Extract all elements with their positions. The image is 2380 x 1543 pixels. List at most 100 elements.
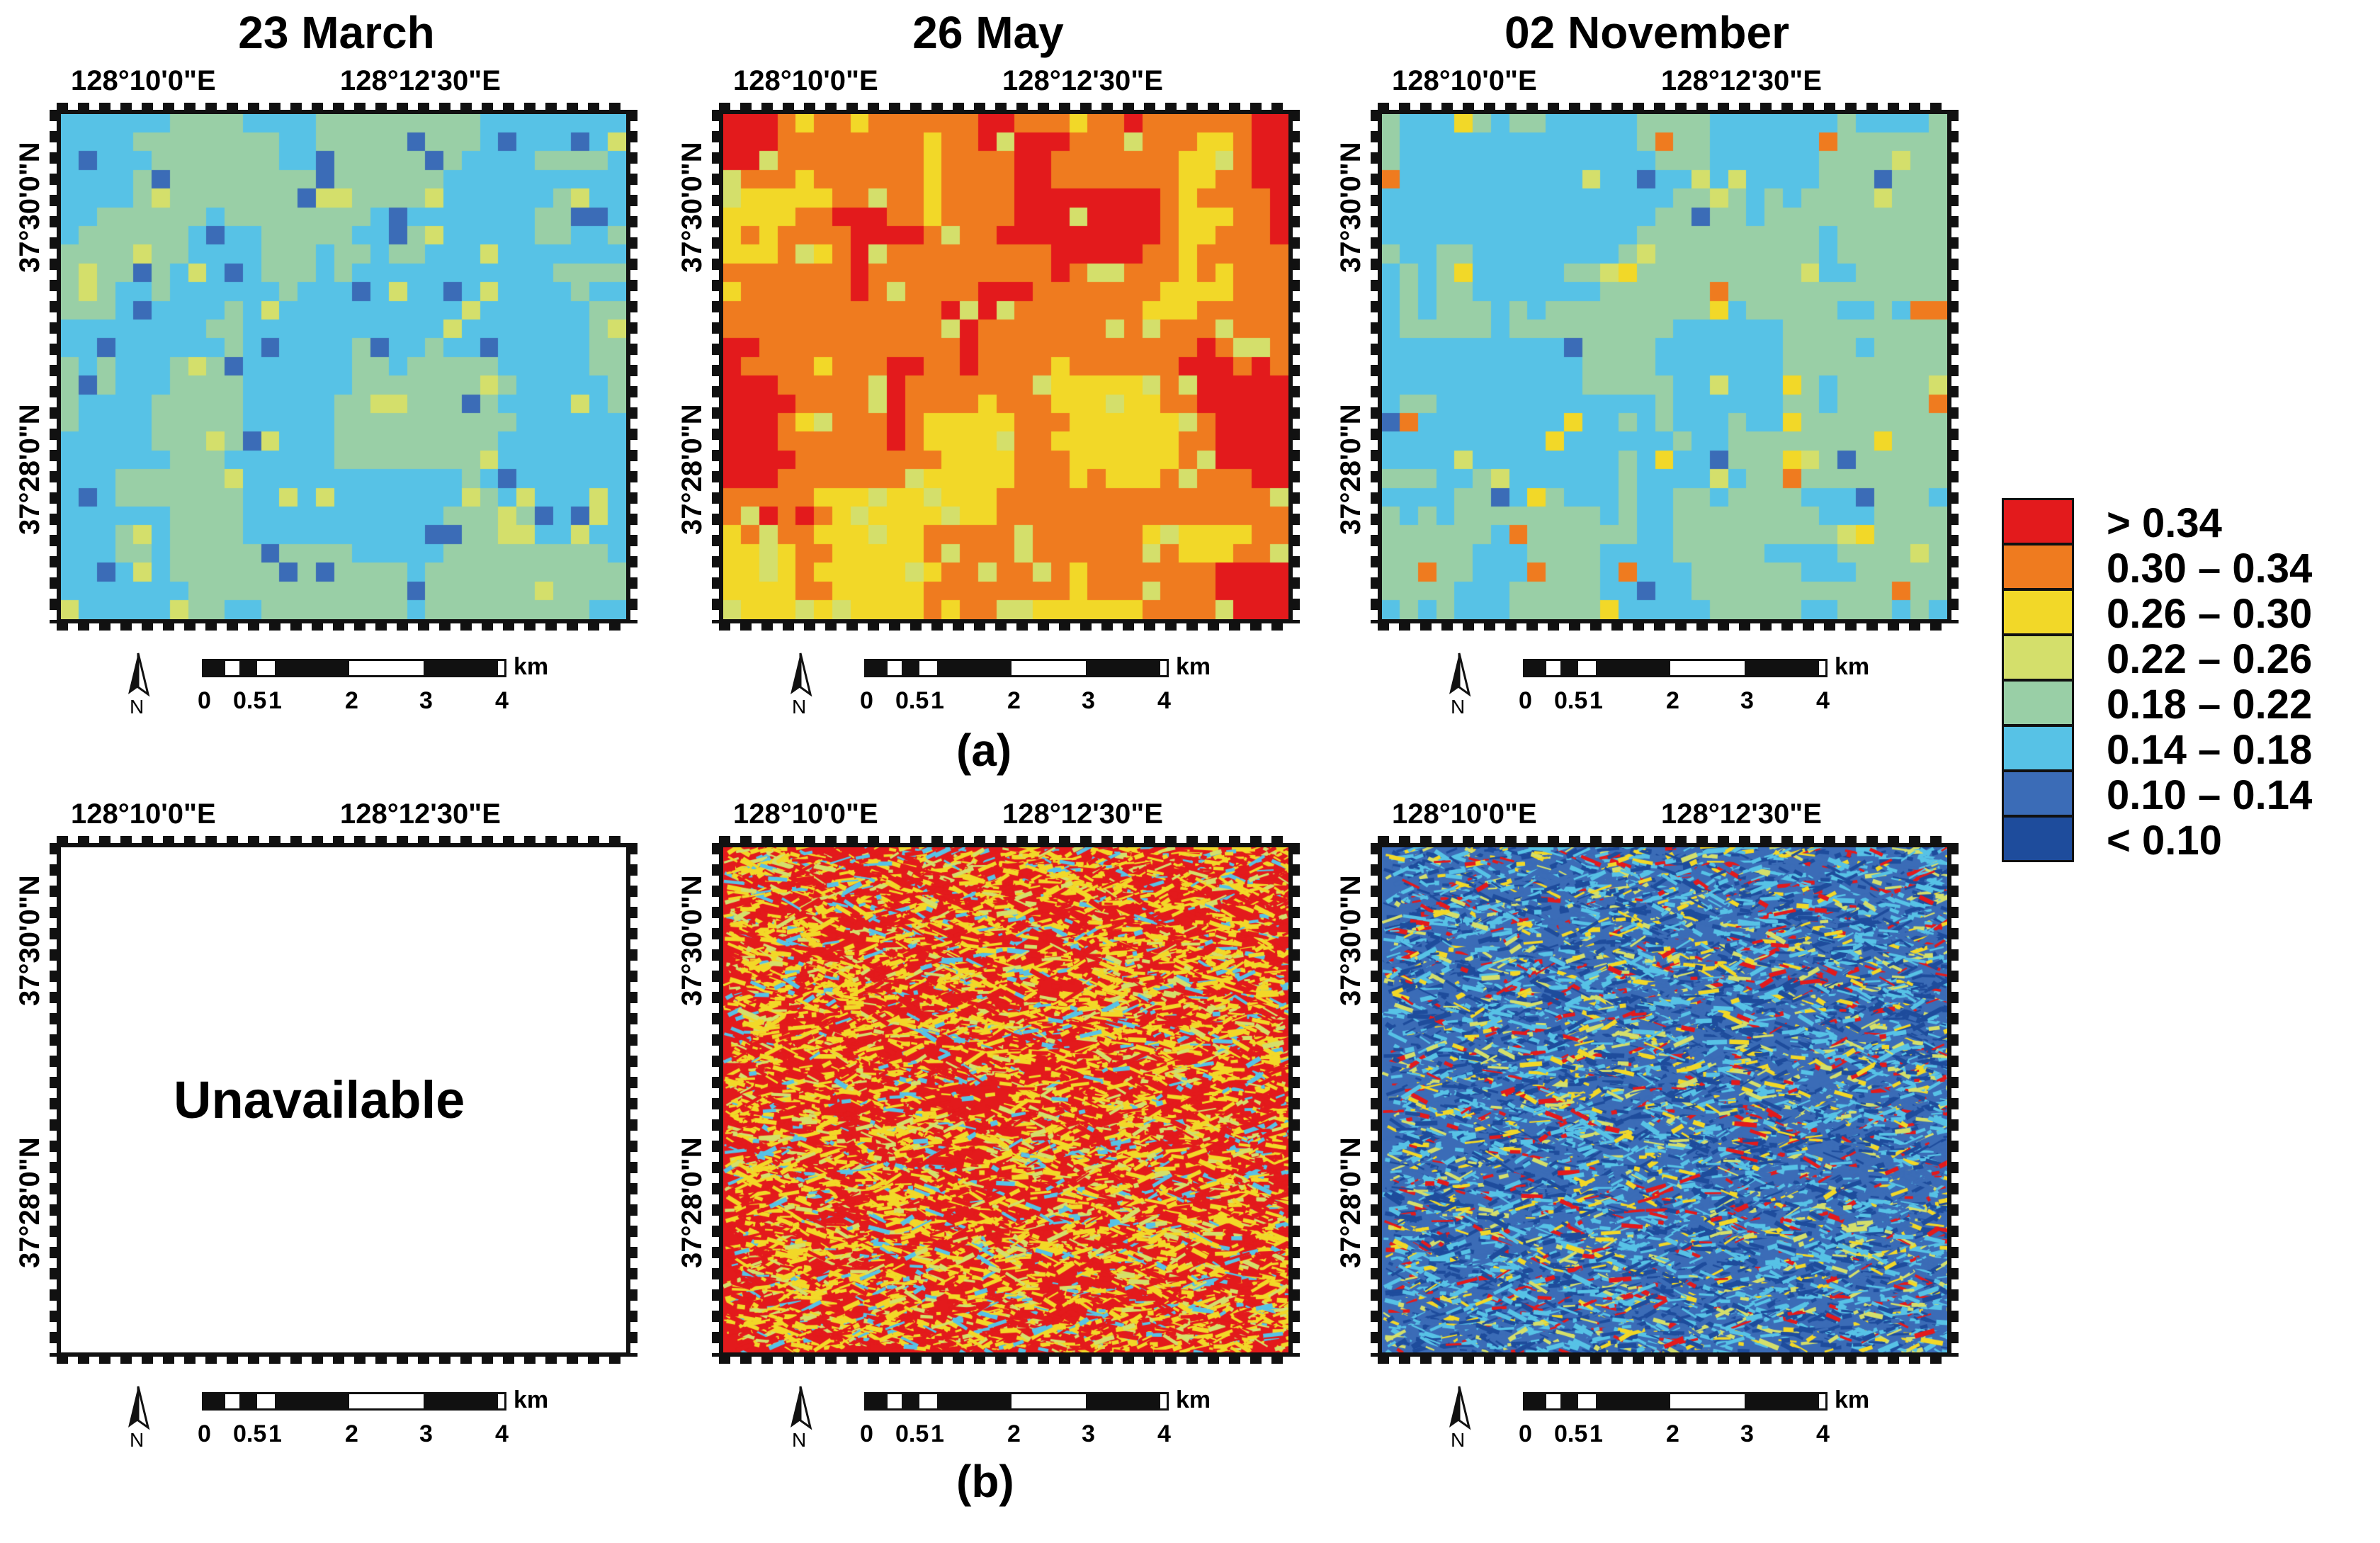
longitude-label-left: 128°10'0"E — [71, 798, 216, 830]
latitude-label-bottom: 37°28'0"N — [1335, 404, 1366, 535]
frame-ticks-bottom — [1378, 1357, 1951, 1364]
scale-tick-label: 1 — [1590, 687, 1603, 714]
legend-label: 0.14 – 0.18 — [2107, 727, 2313, 773]
legend-swatch — [2002, 498, 2074, 545]
north-label: N — [130, 1429, 144, 1451]
scale-tick-label: 3 — [1740, 687, 1754, 714]
scale-bar — [1523, 1392, 1828, 1411]
longitude-label-left: 128°10'0"E — [71, 65, 216, 96]
scale-bar — [202, 1392, 506, 1411]
albedo-raster — [723, 114, 1288, 619]
scale-tick-label: 0.5 — [895, 687, 929, 714]
scale-unit: km — [1835, 1386, 1870, 1413]
albedo-raster — [61, 114, 626, 619]
north-arrow-icon — [786, 1385, 815, 1456]
longitude-label-right: 128°12'30"E — [1661, 65, 1822, 96]
longitude-label-left: 128°10'0"E — [1392, 798, 1537, 830]
frame-ticks-left — [50, 843, 57, 1357]
frame-ticks-left — [1371, 843, 1378, 1357]
scale-tick-label: 1 — [268, 1420, 282, 1447]
map-frame — [57, 110, 630, 623]
legend-label: 0.18 – 0.22 — [2107, 682, 2313, 728]
legend-label: < 0.10 — [2107, 818, 2222, 864]
frame-ticks-right — [1293, 110, 1300, 623]
legend-label: 0.10 – 0.14 — [2107, 772, 2313, 818]
column-title-march: 23 March — [238, 7, 435, 58]
scale-tick-label: 0.5 — [1554, 1420, 1588, 1447]
scale-tick-label: 2 — [1007, 1420, 1021, 1447]
scale-tick-label: 4 — [1816, 1420, 1830, 1447]
north-arrow-icon — [124, 1385, 152, 1456]
north-label: N — [792, 696, 807, 718]
frame-ticks-right — [1951, 110, 1959, 623]
legend-swatch — [2002, 770, 2074, 817]
map-frame — [1378, 110, 1951, 623]
scale-tick-label: 2 — [345, 1420, 358, 1447]
north-arrow-icon — [124, 652, 152, 723]
scale-tick-label: 2 — [1666, 1420, 1679, 1447]
scale-tick-label: 1 — [931, 1420, 944, 1447]
scale-tick-label: 2 — [1666, 687, 1679, 714]
frame-ticks-top — [1378, 836, 1951, 843]
frame-ticks-bottom — [719, 623, 1293, 631]
scale-unit: km — [1176, 1386, 1211, 1413]
latitude-label-top: 37°30'0"N — [1335, 875, 1366, 1006]
legend-swatch — [2002, 725, 2074, 772]
column-title-may: 26 May — [912, 7, 1064, 58]
latitude-label-top: 37°30'0"N — [14, 875, 45, 1006]
albedo-raster — [723, 847, 1288, 1352]
map-frame — [719, 843, 1293, 1357]
map-frame — [1378, 843, 1951, 1357]
frame-ticks-bottom — [719, 1357, 1293, 1364]
longitude-label-right: 128°12'30"E — [1661, 798, 1822, 830]
longitude-label-left: 128°10'0"E — [733, 798, 878, 830]
scale-tick-label: 0.5 — [895, 1420, 929, 1447]
legend-label: 0.30 – 0.34 — [2107, 546, 2313, 592]
map-frame — [719, 110, 1293, 623]
scale-unit: km — [514, 1386, 549, 1413]
longitude-label-left: 128°10'0"E — [733, 65, 878, 96]
scale-tick-label: 4 — [1157, 1420, 1171, 1447]
frame-ticks-top — [57, 103, 630, 110]
north-label: N — [1451, 1429, 1466, 1451]
scale-tick-label: 4 — [1816, 687, 1830, 714]
frame-ticks-bottom — [57, 1357, 630, 1364]
scale-tick-label: 0 — [1519, 1420, 1532, 1447]
albedo-raster — [1382, 114, 1947, 619]
longitude-label-right: 128°12'30"E — [1002, 65, 1163, 96]
scale-tick-label: 1 — [268, 687, 282, 714]
longitude-label-left: 128°10'0"E — [1392, 65, 1537, 96]
scale-tick-label: 4 — [1157, 687, 1171, 714]
scale-unit: km — [1176, 653, 1211, 680]
frame-ticks-right — [1293, 843, 1300, 1357]
latitude-label-top: 37°30'0"N — [14, 142, 45, 273]
legend-swatch — [2002, 543, 2074, 590]
row-label-b: (b) — [956, 1456, 1014, 1507]
scale-tick-label: 0.5 — [233, 1420, 267, 1447]
longitude-label-right: 128°12'30"E — [1002, 798, 1163, 830]
scale-tick-label: 3 — [1082, 1420, 1095, 1447]
frame-ticks-right — [630, 843, 638, 1357]
legend-swatch — [2002, 679, 2074, 726]
frame-ticks-left — [712, 110, 719, 623]
legend-swatch — [2002, 589, 2074, 635]
scale-tick-label: 0.5 — [233, 687, 267, 714]
legend-label: 0.22 – 0.26 — [2107, 636, 2313, 682]
scale-unit: km — [514, 653, 549, 680]
frame-ticks-left — [1371, 110, 1378, 623]
unavailable-text: Unavailable — [174, 1070, 465, 1129]
north-label: N — [130, 696, 144, 718]
scale-tick-label: 3 — [1740, 1420, 1754, 1447]
map-frame — [57, 843, 630, 1357]
latitude-label-bottom: 37°28'0"N — [676, 404, 708, 535]
north-arrow-icon — [786, 652, 815, 723]
latitude-label-bottom: 37°28'0"N — [676, 1137, 708, 1268]
latitude-label-bottom: 37°28'0"N — [14, 1137, 45, 1268]
frame-ticks-top — [719, 836, 1293, 843]
north-label: N — [1451, 696, 1466, 718]
scale-tick-label: 0 — [860, 687, 873, 714]
frame-ticks-right — [1951, 843, 1959, 1357]
north-label: N — [792, 1429, 807, 1451]
scale-tick-label: 1 — [931, 687, 944, 714]
latitude-label-top: 37°30'0"N — [676, 142, 708, 273]
